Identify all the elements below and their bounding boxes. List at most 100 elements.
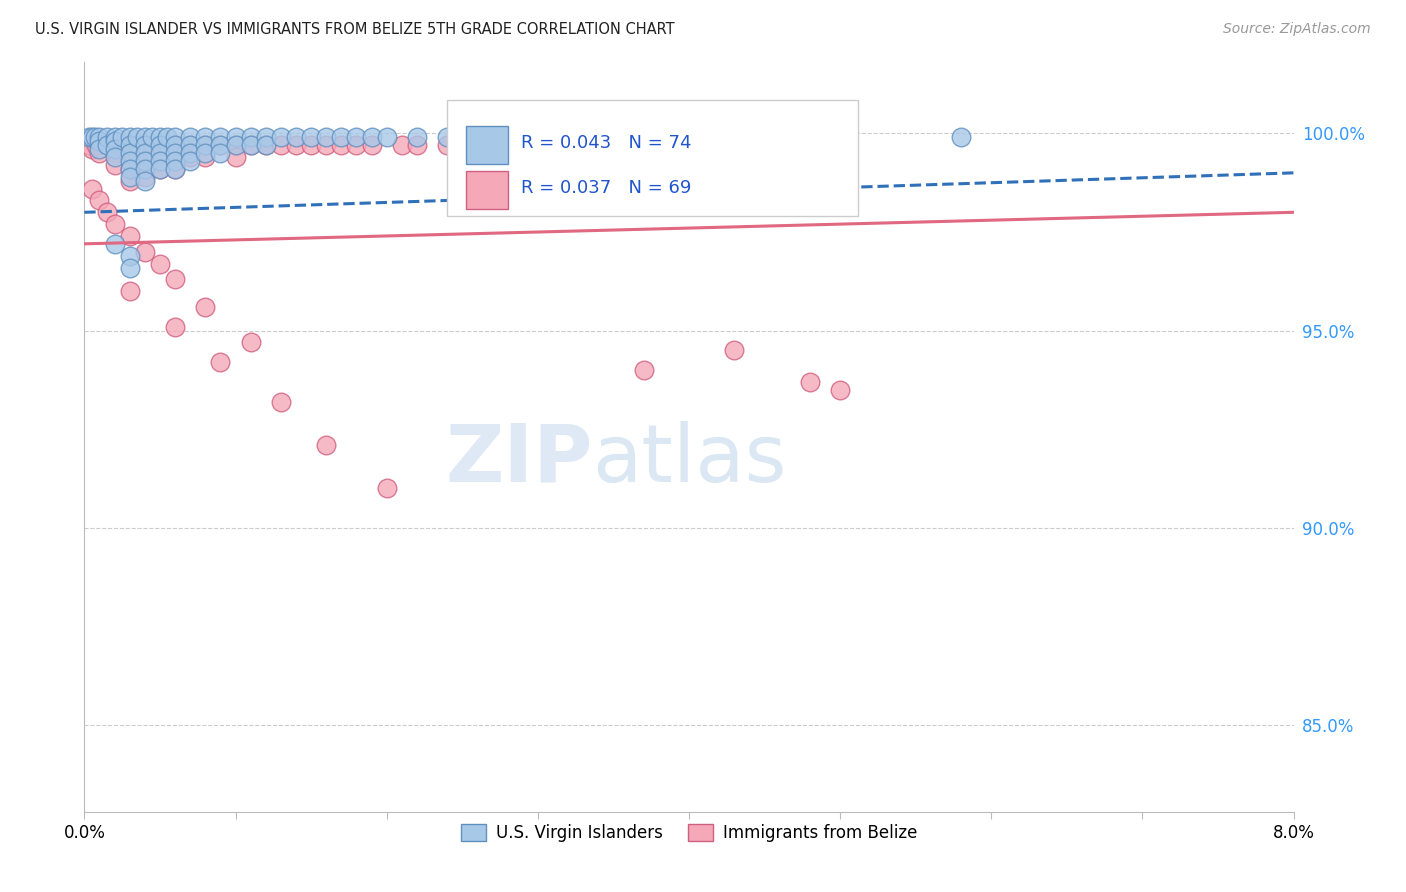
Point <box>118 138 141 153</box>
Point <box>194 150 217 164</box>
Point <box>89 130 111 145</box>
Point <box>360 130 382 145</box>
Point <box>89 142 111 156</box>
Point <box>346 138 368 153</box>
Point <box>96 138 118 153</box>
Point <box>118 284 141 298</box>
FancyBboxPatch shape <box>447 100 858 216</box>
Point <box>86 138 108 153</box>
Point <box>315 130 337 145</box>
Point <box>346 130 368 145</box>
Point <box>285 138 308 153</box>
Point <box>134 154 156 169</box>
Point <box>254 130 277 145</box>
Point <box>225 138 247 153</box>
Point <box>104 142 127 156</box>
Point <box>165 138 187 153</box>
Point <box>194 130 217 145</box>
Point <box>89 138 111 153</box>
Point <box>299 130 322 145</box>
Point <box>648 130 671 145</box>
Point <box>375 481 398 495</box>
Point <box>285 130 308 145</box>
Point <box>118 229 141 244</box>
Point <box>693 130 716 145</box>
Point <box>194 138 217 153</box>
Point <box>104 134 127 148</box>
Point <box>209 138 232 153</box>
Point <box>77 130 100 145</box>
Point <box>315 438 337 452</box>
Point <box>77 138 100 153</box>
Point <box>118 174 141 188</box>
Point <box>118 146 141 161</box>
Point <box>104 158 127 172</box>
Point <box>149 130 172 145</box>
Point <box>104 138 127 153</box>
Point <box>406 138 429 153</box>
Point <box>633 363 655 377</box>
Point <box>96 138 118 153</box>
Point <box>239 130 262 145</box>
Point <box>84 130 107 145</box>
Point <box>118 249 141 263</box>
Point <box>134 158 156 172</box>
Point <box>134 146 156 161</box>
Point <box>96 130 118 145</box>
Point <box>209 355 232 369</box>
Point <box>436 130 458 145</box>
Point <box>149 150 172 164</box>
Point <box>127 130 149 145</box>
Point <box>512 138 534 153</box>
Point <box>572 138 595 153</box>
Point <box>270 138 292 153</box>
Text: R = 0.037   N = 69: R = 0.037 N = 69 <box>520 179 692 197</box>
Point <box>375 130 398 145</box>
Point <box>156 130 179 145</box>
Point <box>118 161 141 176</box>
Point <box>111 130 134 145</box>
Point <box>104 146 127 161</box>
Point <box>80 130 103 145</box>
Point <box>104 130 127 145</box>
Point <box>209 130 232 145</box>
Text: Source: ZipAtlas.com: Source: ZipAtlas.com <box>1223 22 1371 37</box>
Point <box>134 130 156 145</box>
Point <box>165 161 187 176</box>
Text: atlas: atlas <box>592 420 786 499</box>
Point <box>467 138 489 153</box>
Point <box>118 161 141 176</box>
Point <box>225 130 247 145</box>
Point <box>179 138 201 153</box>
Point <box>165 130 187 145</box>
Point <box>179 150 201 164</box>
Point <box>134 161 156 176</box>
Point <box>118 154 141 169</box>
Point <box>330 130 353 145</box>
Point <box>239 138 262 153</box>
Point <box>165 138 187 153</box>
Point <box>118 138 141 153</box>
Point <box>118 260 141 275</box>
Point <box>239 335 262 350</box>
Point <box>179 138 201 153</box>
Point <box>225 138 247 153</box>
Point <box>799 375 821 389</box>
Point <box>141 130 163 145</box>
Point <box>80 142 103 156</box>
Point <box>299 138 322 153</box>
Point <box>89 134 111 148</box>
Point <box>179 130 201 145</box>
Point <box>391 138 413 153</box>
Point <box>436 138 458 153</box>
Point <box>467 130 489 145</box>
Point <box>194 146 217 161</box>
Point <box>496 130 519 145</box>
Point <box>149 161 172 176</box>
Point <box>709 130 731 145</box>
Point <box>209 146 232 161</box>
Point <box>648 138 671 153</box>
Point <box>149 146 172 161</box>
Point <box>111 138 134 153</box>
Text: R = 0.043   N = 74: R = 0.043 N = 74 <box>520 135 692 153</box>
